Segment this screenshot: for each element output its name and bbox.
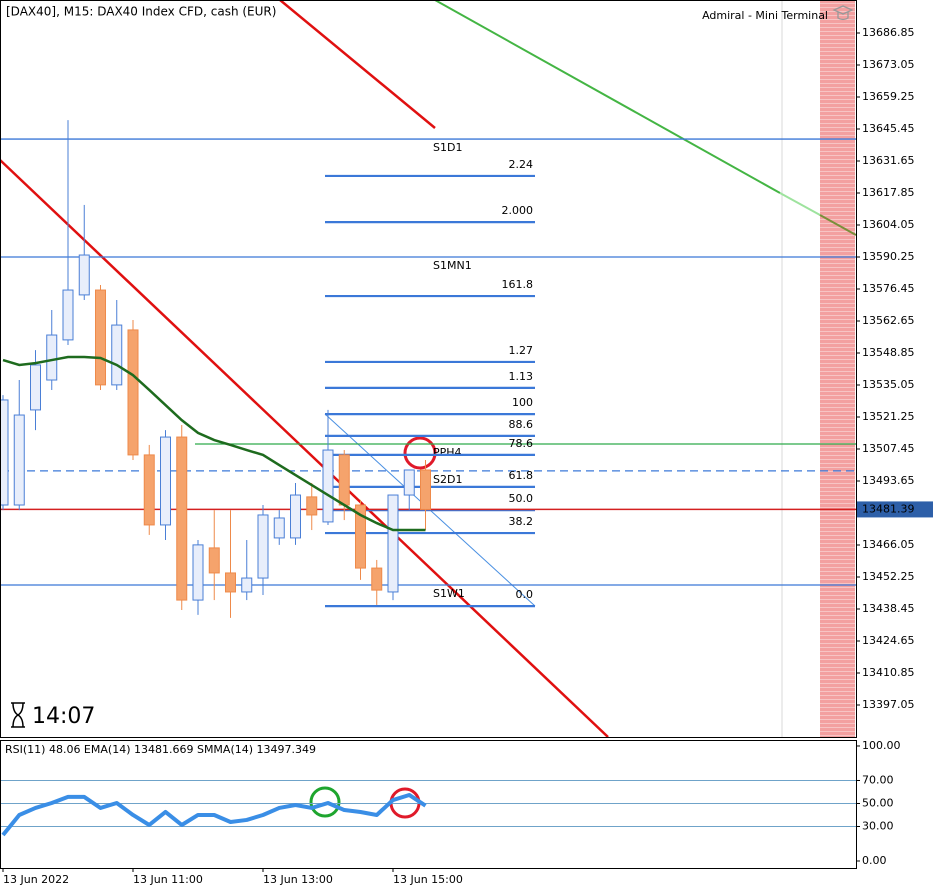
y-tick-label: 0.00 — [862, 854, 887, 867]
candle-body — [127, 329, 139, 456]
y-tick-label: 13493.65 — [862, 474, 915, 487]
candle-body — [420, 469, 431, 510]
brand: Admiral - Mini Terminal — [702, 9, 828, 22]
candle-body — [111, 324, 123, 386]
drawings — [1, 1, 856, 737]
y-tick-label: 50.00 — [862, 796, 894, 809]
candle-body — [290, 494, 301, 539]
level-label: PPH4 — [433, 446, 462, 459]
fib-label: 161.8 — [502, 278, 534, 291]
y-tick-label: 13521.25 — [862, 410, 915, 423]
rsi-plot — [1, 779, 856, 837]
y-tick-label: 13617.85 — [862, 186, 915, 199]
y-tick-label: 70.00 — [862, 773, 894, 786]
candle-body — [13, 414, 25, 506]
fib-label: 88.6 — [509, 418, 534, 431]
rsi-frame — [0, 740, 857, 869]
fib-label: 1.27 — [509, 344, 534, 357]
fib-label: 78.6 — [509, 437, 534, 450]
candle-body — [273, 517, 285, 539]
candle-body — [95, 289, 106, 386]
x-tick-label: 13 Jun 2022 — [3, 873, 69, 886]
level-label: S1MN1 — [433, 259, 472, 272]
fib-label: 2.24 — [509, 158, 534, 171]
moving-average — [2, 355, 426, 532]
y-tick-label: 13452.25 — [862, 570, 915, 583]
y-tick-label: 13535.05 — [862, 378, 915, 391]
rsi-title: RSI(11) 48.06 EMA(14) 13481.669 SMMA(14)… — [5, 743, 316, 756]
candle-body — [208, 547, 220, 574]
y-tick-label: 13507.45 — [862, 442, 915, 455]
level-label: S1D1 — [433, 141, 462, 154]
candle-body — [30, 364, 41, 411]
y-tick-label: 13410.85 — [862, 666, 915, 679]
x-tick-label: 13 Jun 13:00 — [263, 873, 333, 886]
candle-body — [78, 254, 90, 296]
chart-title: [DAX40], M15: DAX40 Index CFD, cash (EUR… — [6, 5, 276, 19]
candle-body — [257, 514, 269, 579]
y-tick-label: 13686.85 — [862, 26, 915, 39]
candle-body — [387, 494, 399, 593]
fib-label: 100 — [512, 396, 533, 409]
x-tick-label: 13 Jun 11:00 — [133, 873, 203, 886]
candle-body — [176, 436, 188, 601]
price-plot: S1D1 S1MN1 PPH4 S2D1 S1W1 2.24 2.000 161.8 1.27 1… — [1, 120, 856, 618]
fib-label: 0.0 — [516, 588, 534, 601]
y-tick-label: 13604.05 — [862, 218, 915, 231]
last-price-box — [857, 501, 933, 518]
y-tick-label: 13590.25 — [862, 250, 915, 263]
fib-label: 2.000 — [502, 204, 534, 217]
candle-body — [192, 544, 204, 601]
y-tick-label: 13562.65 — [862, 314, 915, 327]
candle-body — [241, 577, 253, 593]
candle-body — [46, 334, 58, 381]
candle-body — [322, 449, 334, 523]
y-tick-label: 13466.05 — [862, 538, 915, 551]
highlight-circle — [403, 436, 437, 470]
candle-body — [160, 436, 171, 526]
candle-body — [1, 399, 9, 506]
candle-body — [306, 496, 318, 516]
y-tick-label: 100.00 — [862, 739, 901, 752]
highlight-circle — [309, 786, 341, 818]
y-tick-label: 13397.05 — [862, 698, 915, 711]
timer: 14:07 — [32, 704, 95, 729]
fib-label: 1.13 — [509, 370, 534, 383]
rsi-line — [1, 792, 427, 837]
hourglass-icon — [11, 702, 25, 728]
y-tick-label: 13631.65 — [862, 154, 915, 167]
x-tick-label: 13 Jun 15:00 — [393, 873, 463, 886]
candle-body — [143, 454, 155, 526]
candle-body — [355, 504, 366, 569]
candle-body — [225, 572, 236, 593]
session-band — [820, 1, 855, 737]
candle-body — [62, 289, 74, 341]
y-tick-label: 13673.05 — [862, 58, 915, 71]
y-tick-label: 13645.45 — [862, 122, 915, 135]
y-tick-label: 13548.85 — [862, 346, 915, 359]
trend-line — [779, 192, 821, 216]
candle-body — [338, 454, 350, 506]
last-price-label: 13481.39 — [862, 502, 915, 515]
level-label: S2D1 — [433, 473, 462, 486]
fib-label: 61.8 — [509, 469, 534, 482]
candle-body — [371, 567, 383, 591]
candle-body — [403, 469, 415, 496]
trend-line — [279, 1, 436, 129]
y-tick-label: 13438.45 — [862, 602, 915, 615]
trend-line — [1, 159, 609, 737]
main-frame — [0, 0, 857, 738]
fib-label: 50.0 — [509, 492, 534, 505]
y-tick-label: 30.00 — [862, 819, 894, 832]
brand-icon — [832, 5, 854, 21]
y-tick-label: 13659.25 — [862, 90, 915, 103]
fib-label: 38.2 — [509, 515, 534, 528]
y-tick-label: 13576.45 — [862, 282, 915, 295]
trend-line — [819, 214, 856, 236]
level-label: S1W1 — [433, 587, 465, 600]
trend-line — [434, 1, 781, 194]
y-tick-label: 13424.65 — [862, 634, 915, 647]
